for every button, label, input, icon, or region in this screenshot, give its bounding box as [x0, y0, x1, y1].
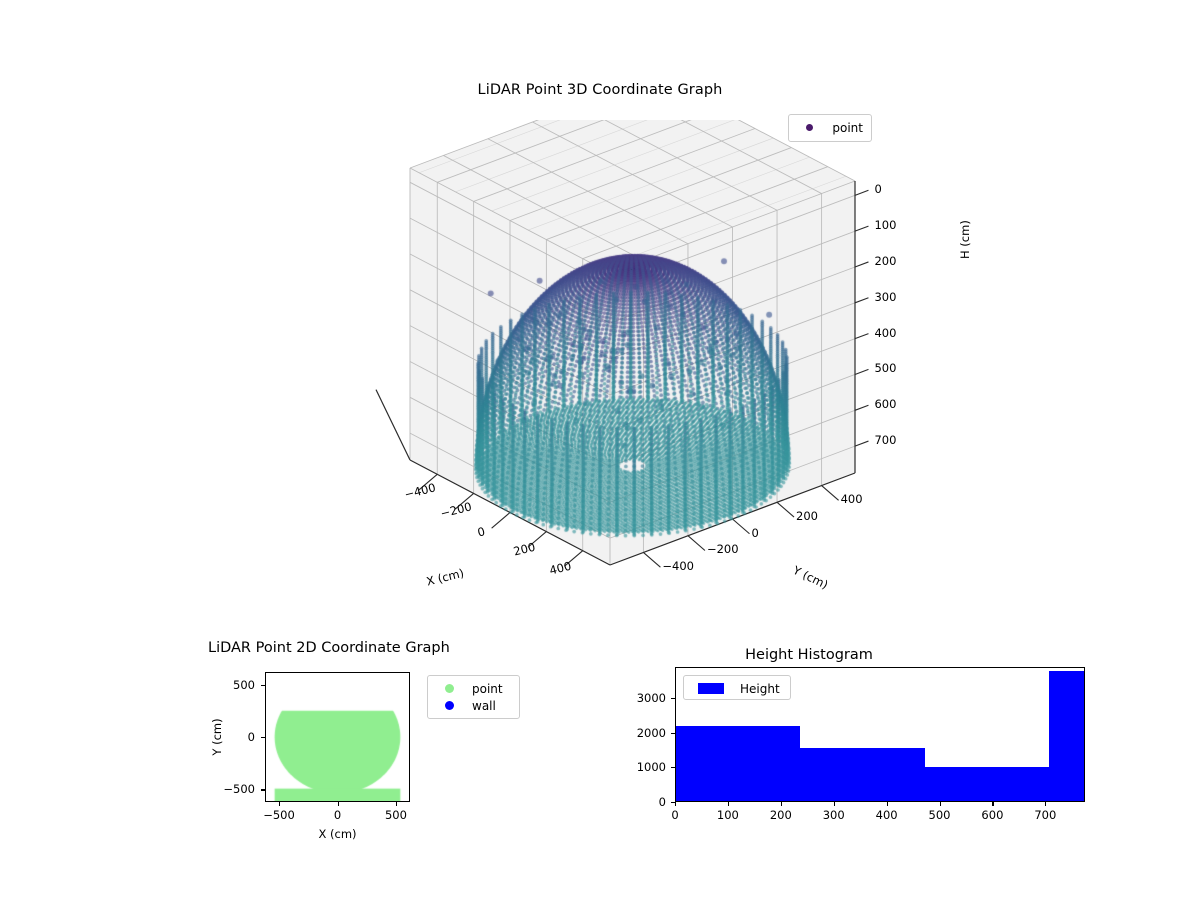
x-axis-label: X (cm): [318, 827, 356, 841]
axis-tick-label: 200: [796, 509, 818, 523]
axis-tick-label: H (cm): [958, 220, 972, 259]
legend-entry-point: point: [436, 680, 511, 697]
axis-tick-label: 600: [874, 397, 896, 411]
circle-icon: [436, 684, 462, 693]
legend-entry-wall: wall: [436, 697, 511, 714]
histogram-bar: [676, 726, 800, 801]
axis-tick-label: 1000: [637, 760, 666, 774]
axis-tick-label: 500: [385, 808, 407, 822]
axis-tick-label: 700: [874, 433, 896, 447]
axis-tick-label: −500: [263, 808, 295, 822]
axis-tick-mark: [671, 733, 675, 734]
axis-tick-label: 0: [874, 182, 881, 196]
legend-label: point: [462, 682, 503, 696]
axis-tick-label: 400: [876, 808, 898, 822]
axis-tick-mark: [396, 802, 397, 806]
axis-tick-mark: [338, 802, 339, 806]
axis-tick-mark: [781, 802, 782, 806]
circle-icon: [436, 701, 462, 710]
axis-tick-label: 0: [659, 795, 666, 809]
panel-hist-title: Height Histogram: [745, 647, 873, 663]
axis-tick-mark: [671, 767, 675, 768]
histogram-bar: [925, 767, 1049, 801]
axis-tick-mark: [992, 802, 993, 806]
axis-tick-label: 200: [770, 808, 792, 822]
axis-tick-label: 0: [248, 730, 255, 744]
axis-tick-mark: [671, 698, 675, 699]
plot-2d-axes[interactable]: [265, 672, 410, 802]
axis-tick-mark: [728, 802, 729, 806]
axis-tick-label: 400: [874, 326, 896, 340]
legend-hist: Height: [683, 675, 791, 700]
axis-tick-mark: [261, 685, 265, 686]
panel-3d-title: LiDAR Point 3D Coordinate Graph: [0, 82, 1200, 98]
axis-tick-label: 600: [981, 808, 1003, 822]
axis-tick-label: 0: [752, 526, 759, 540]
axis-tick-label: 100: [874, 218, 896, 232]
axis-tick-mark: [261, 737, 265, 738]
axis-tick-label: 2000: [637, 726, 666, 740]
axis-tick-mark: [834, 802, 835, 806]
legend-2d: point wall: [427, 675, 520, 719]
axis-tick-label: −200: [707, 542, 739, 556]
axis-tick-label: 3000: [637, 691, 666, 705]
axis-tick-mark: [940, 802, 941, 806]
axis-tick-label: 0: [671, 808, 678, 822]
axis-tick-label: 400: [841, 492, 863, 506]
axis-tick-mark: [261, 789, 265, 790]
plot-3d-axes[interactable]: [300, 120, 920, 630]
color-swatch-icon: [692, 683, 730, 694]
axis-tick-mark: [887, 802, 888, 806]
axis-tick-label: 500: [929, 808, 951, 822]
axis-tick-mark: [1045, 802, 1046, 806]
axis-tick-label: 500: [233, 678, 255, 692]
axis-tick-label: 300: [874, 290, 896, 304]
legend-label: wall: [462, 699, 496, 713]
figure-canvas: LiDAR Point 3D Coordinate Graph point −4…: [0, 0, 1200, 900]
axis-tick-label: 500: [874, 361, 896, 375]
axis-tick-mark: [279, 802, 280, 806]
histogram-bar: [1049, 671, 1085, 801]
legend-entry-height: Height: [692, 680, 782, 697]
axis-tick-label: −400: [662, 559, 694, 573]
histogram-bar: [800, 748, 924, 801]
y-axis-label: Y (cm): [210, 718, 224, 755]
axis-tick-mark: [675, 802, 676, 806]
axis-tick-label: 0: [334, 808, 341, 822]
legend-label: Height: [730, 682, 780, 696]
axis-tick-label: 100: [717, 808, 739, 822]
panel-2d-title: LiDAR Point 2D Coordinate Graph: [208, 640, 450, 656]
axis-tick-label: 700: [1034, 808, 1056, 822]
axis-tick-label: 300: [823, 808, 845, 822]
axis-tick-label: −500: [223, 782, 255, 796]
axis-tick-label: 200: [874, 254, 896, 268]
